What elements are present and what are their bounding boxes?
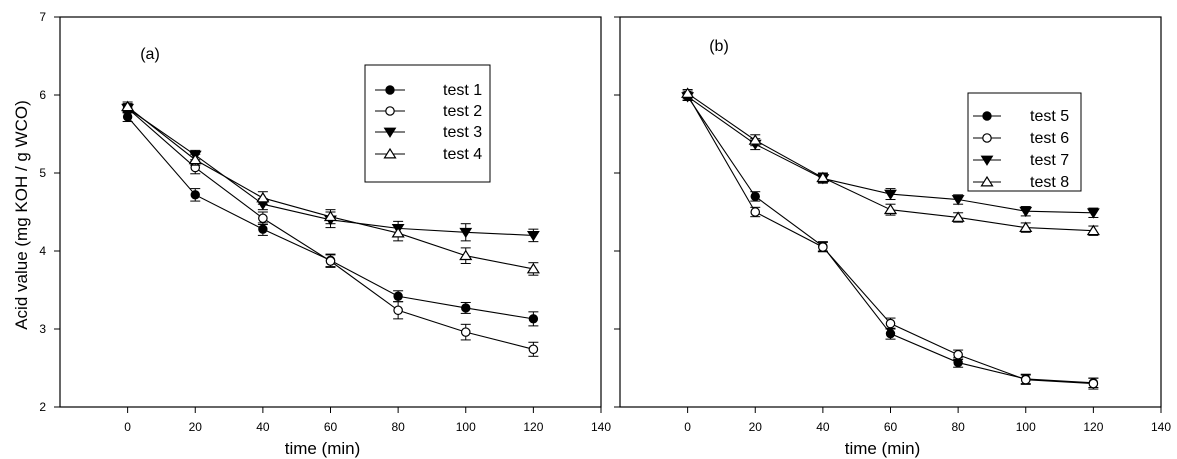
data-point bbox=[121, 100, 135, 112]
legend-label: test 4 bbox=[443, 146, 482, 163]
legend-marker bbox=[383, 147, 397, 159]
y-tick-label: 5 bbox=[39, 166, 46, 180]
x-tick-label: 60 bbox=[324, 420, 338, 434]
legend-label: test 1 bbox=[443, 82, 482, 99]
data-point bbox=[750, 191, 760, 202]
legend-label: test 8 bbox=[1030, 174, 1069, 191]
panel-label: (a) bbox=[140, 46, 160, 63]
legend-marker bbox=[982, 133, 992, 143]
data-point bbox=[459, 249, 473, 261]
data-point bbox=[1020, 374, 1031, 385]
x-tick-label: 140 bbox=[1151, 420, 1171, 434]
data-point bbox=[256, 191, 270, 203]
data-point bbox=[884, 189, 897, 200]
data-point bbox=[323, 210, 338, 222]
series-test-8 bbox=[681, 87, 1100, 236]
data-point bbox=[1086, 224, 1100, 236]
data-point bbox=[1019, 221, 1033, 233]
x-tick-label: 20 bbox=[749, 420, 763, 434]
x-tick-label: 40 bbox=[256, 420, 270, 434]
x-tick-label: 100 bbox=[456, 420, 476, 434]
data-point bbox=[526, 262, 540, 274]
legend-label: test 6 bbox=[1030, 130, 1069, 147]
data-point bbox=[883, 203, 898, 215]
x-axis-title: time (min) bbox=[845, 439, 921, 458]
data-point bbox=[190, 190, 200, 200]
y-tick-label: 2 bbox=[39, 400, 46, 414]
data-point bbox=[461, 303, 471, 313]
x-tick-label: 120 bbox=[1083, 420, 1103, 434]
y-tick-label: 6 bbox=[39, 88, 46, 102]
legend-marker bbox=[982, 111, 992, 121]
x-tick-label: 120 bbox=[523, 420, 543, 434]
y-tick-label: 4 bbox=[39, 244, 46, 258]
data-point bbox=[816, 171, 830, 183]
data-point bbox=[459, 227, 473, 239]
x-tick-label: 0 bbox=[124, 420, 131, 434]
data-point bbox=[951, 195, 965, 206]
data-point bbox=[1088, 378, 1099, 389]
data-point bbox=[1086, 208, 1100, 219]
x-axis-title: time (min) bbox=[285, 439, 361, 458]
x-tick-label: 80 bbox=[951, 420, 965, 434]
y-axis-title-a: Acid value (mg KOH / g WCO) bbox=[12, 100, 31, 330]
legend-marker bbox=[383, 127, 397, 138]
legend-label: test 2 bbox=[443, 103, 482, 120]
data-point bbox=[953, 349, 963, 360]
legend-label: test 3 bbox=[443, 124, 482, 141]
data-point bbox=[526, 231, 540, 242]
data-point bbox=[885, 318, 896, 329]
data-point bbox=[528, 344, 539, 355]
x-tick-label: 0 bbox=[684, 420, 691, 434]
data-point bbox=[528, 314, 539, 324]
legend-label: test 7 bbox=[1030, 152, 1069, 169]
data-point bbox=[258, 224, 268, 234]
x-tick-label: 60 bbox=[884, 420, 898, 434]
data-point bbox=[818, 242, 828, 252]
legend: test 1 test 2 test 3 test 4 bbox=[364, 64, 491, 183]
data-point bbox=[681, 87, 695, 98]
series-test-4 bbox=[121, 100, 540, 276]
data-point bbox=[325, 256, 336, 266]
data-point bbox=[885, 328, 896, 339]
y-tick-label: 7 bbox=[39, 10, 46, 24]
legend-marker bbox=[980, 175, 994, 187]
x-tick-label: 100 bbox=[1016, 420, 1036, 434]
data-point bbox=[393, 305, 403, 316]
chart-panel-a: 0 20 40 60 80 100 120 140 2 3 4 5 6 7 time (min) (a) tes… bbox=[39, 10, 611, 458]
legend-label: test 5 bbox=[1030, 108, 1069, 125]
legend-marker bbox=[980, 155, 994, 166]
data-point bbox=[748, 134, 762, 145]
x-tick-label: 40 bbox=[816, 420, 830, 434]
data-point bbox=[951, 211, 965, 222]
y-tick-label: 3 bbox=[39, 322, 46, 336]
data-point bbox=[393, 291, 403, 301]
panel-label: (b) bbox=[709, 38, 729, 55]
x-tick-label: 140 bbox=[591, 420, 611, 434]
x-tick-label: 20 bbox=[189, 420, 203, 434]
data-point bbox=[391, 226, 405, 238]
x-tick-label: 80 bbox=[391, 420, 405, 434]
legend: test 5 test 6 test 7 test 8 bbox=[967, 92, 1082, 192]
data-point bbox=[750, 207, 761, 217]
legend-marker bbox=[385, 106, 395, 116]
legend-box bbox=[364, 64, 491, 183]
data-point bbox=[460, 327, 471, 337]
data-point bbox=[188, 153, 202, 165]
legend-marker bbox=[385, 85, 395, 95]
data-point bbox=[1019, 206, 1033, 218]
data-point bbox=[258, 213, 268, 224]
